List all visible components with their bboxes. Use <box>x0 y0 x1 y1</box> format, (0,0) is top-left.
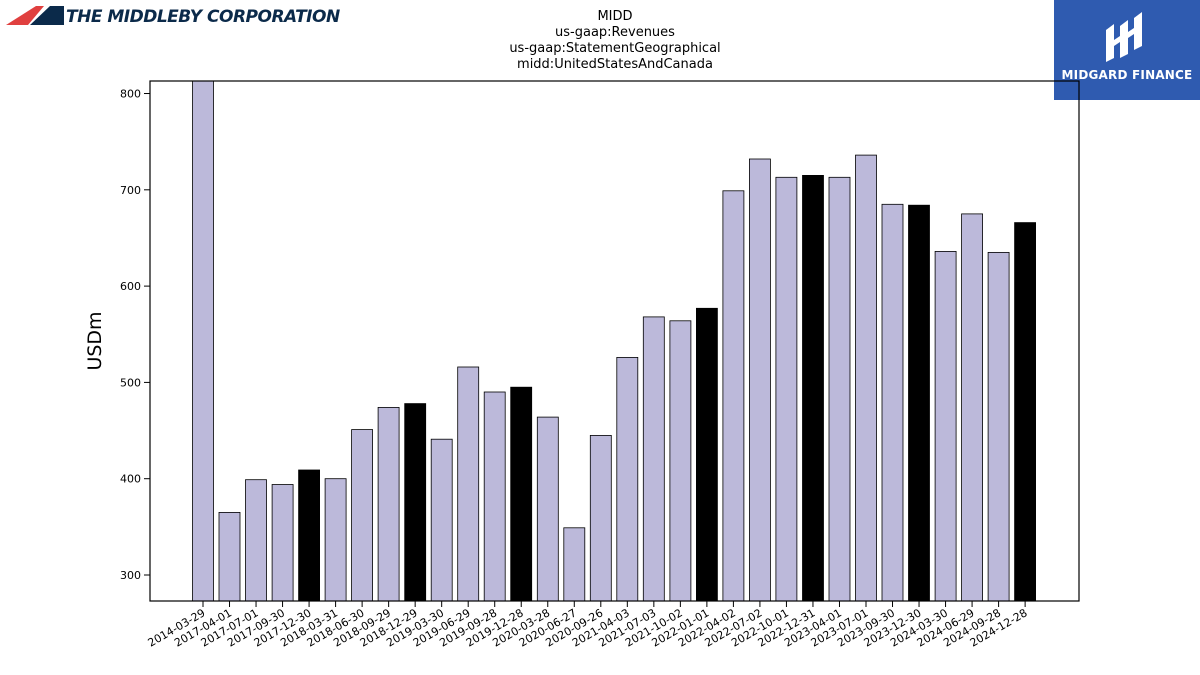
bar-2020-09-26 <box>589 434 612 602</box>
bar-2024-03-30 <box>934 250 957 602</box>
chart-title-line: midd:UnitedStatesAndCanada <box>517 57 713 72</box>
bar-2017-12-30 <box>298 469 321 602</box>
bar-2019-12-28 <box>510 386 533 602</box>
y-axis-title: USDm <box>84 311 106 370</box>
chart-title-line: us-gaap:StatementGeographical <box>509 41 720 56</box>
plot-frame <box>149 80 1080 602</box>
y-axis: 300 400 500 600 700 800 <box>120 88 150 582</box>
y-tick-label: 700 <box>120 184 141 197</box>
bar-2019-06-29 <box>457 366 480 602</box>
midgard-logo-mark <box>1106 12 1142 62</box>
bar-2018-12-29 <box>404 403 427 602</box>
bar-2019-09-28 <box>483 391 506 602</box>
bar-2024-12-28 <box>1014 222 1036 602</box>
bar-2021-10-02 <box>669 320 692 602</box>
bar-2020-03-28 <box>536 416 559 602</box>
chart-title-line: MIDD <box>597 9 632 24</box>
midgard-finance-logo: MIDGARD FINANCE <box>1054 0 1200 100</box>
y-tick-label: 300 <box>120 569 141 582</box>
bar-2023-07-01 <box>855 154 877 602</box>
chart-title-line: us-gaap:Revenues <box>555 25 675 40</box>
bar-2022-01-01 <box>696 307 718 602</box>
bar-2021-04-03 <box>616 356 639 602</box>
midgard-logo-text: MIDGARD FINANCE <box>1061 68 1193 82</box>
bar-2024-06-29 <box>961 213 983 602</box>
bar-2014-03-29 <box>192 80 214 602</box>
y-tick-label: 500 <box>120 376 141 389</box>
bar-2022-12-31 <box>802 174 824 602</box>
y-tick-label: 800 <box>120 88 141 101</box>
middleby-logo-mark <box>6 6 64 25</box>
middleby-logo: THE MIDDLEBY CORPORATION <box>6 5 340 31</box>
bar-2021-07-03 <box>642 316 665 602</box>
bar-2017-09-30 <box>271 484 294 602</box>
y-tick-label: 600 <box>120 280 141 293</box>
bar-2018-06-30 <box>351 429 374 602</box>
bar-2022-07-02 <box>749 158 771 602</box>
bar-2022-10-01 <box>775 176 798 602</box>
bar-2017-07-01 <box>245 479 267 602</box>
bar-2022-04-02 <box>722 190 745 602</box>
bar-2023-12-30 <box>908 204 930 602</box>
bar-2018-09-29 <box>377 406 400 602</box>
bars <box>192 80 1036 602</box>
x-axis: 2014-03-292017-04-012017-07-012017-09-30… <box>146 601 1030 650</box>
bar-2019-03-30 <box>430 438 453 602</box>
bar-2017-04-01 <box>218 512 241 602</box>
chart-title: MIDDus-gaap:Revenuesus-gaap:StatementGeo… <box>509 9 720 72</box>
bar-2023-04-01 <box>828 176 851 602</box>
bar-2023-09-30 <box>881 203 904 602</box>
bar-2018-03-31 <box>324 478 347 602</box>
y-tick-label: 400 <box>120 473 141 486</box>
bar-2024-09-28 <box>987 251 1010 602</box>
middleby-logo-text: THE MIDDLEBY CORPORATION <box>66 7 340 27</box>
bar-2020-06-27 <box>563 527 586 602</box>
